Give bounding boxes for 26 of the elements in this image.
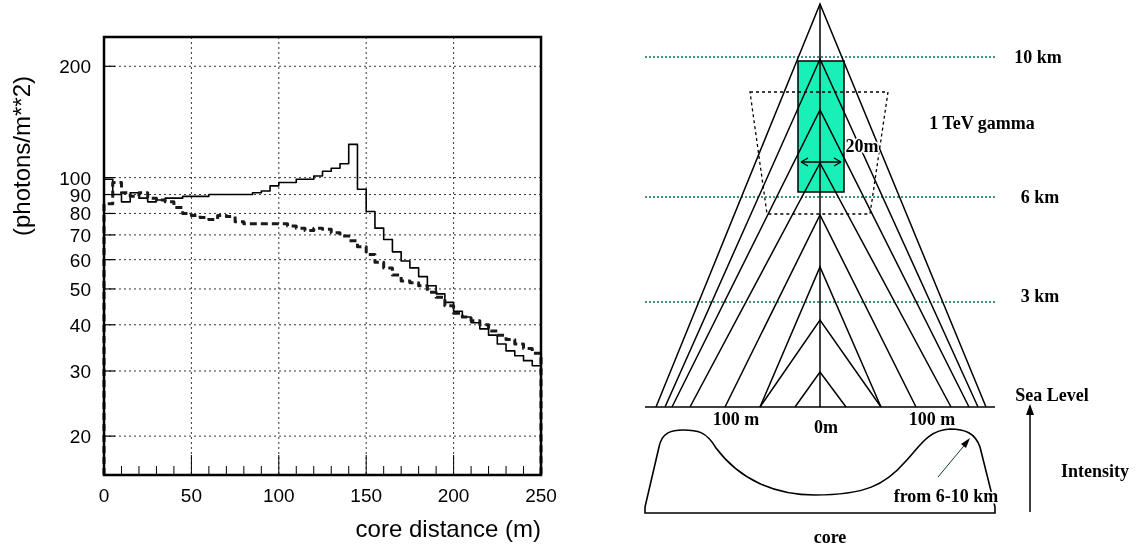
x-tick-label: 250 [525,485,557,506]
text: Intensity [1060,461,1130,481]
x-tick-label: 50 [180,485,202,506]
y-tick-label: 80 [69,203,91,225]
y-axis-title: (photons/m**2) [8,75,35,237]
y-tick-label: 60 [69,249,91,271]
x-axis-title: core distance (m) [355,515,541,542]
y-tick-label: 50 [69,278,91,300]
y-tick-label: 70 [69,224,91,246]
x-tick-label: 100 [262,485,295,506]
y-tick-label: 200 [59,56,91,78]
text: Sea Level [1015,385,1089,405]
text: core [813,527,847,547]
text: 3 km [1020,286,1060,306]
x-tick-label: 150 [350,485,383,506]
y-tick-label: 20 [69,426,91,448]
text: 6 km [1020,187,1060,207]
y-tick-label: 40 [69,314,91,336]
x-tick-label: 200 [437,485,470,506]
x-tick-label: 0 [98,485,110,506]
text: 100 m [908,409,956,429]
text: 10 km [1014,47,1062,67]
y-tick-label: 30 [69,360,91,382]
text: 1 TeV gamma [929,113,1035,133]
text: 100 m [712,409,760,429]
text: 0m [814,417,838,437]
